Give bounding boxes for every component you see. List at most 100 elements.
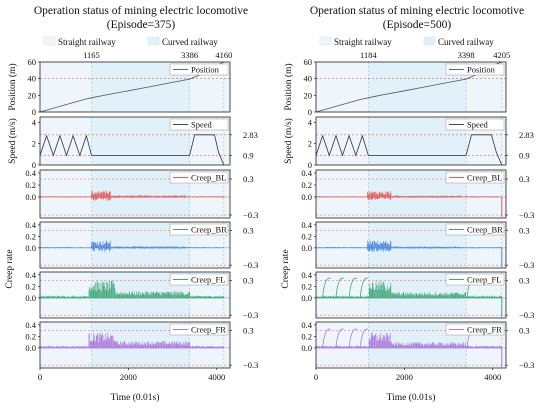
chart-1: Operation status of mining electric loco… bbox=[281, 5, 534, 403]
y-tick-label: 0.0 bbox=[301, 192, 312, 202]
creep-axis-label: Creep rate bbox=[5, 249, 15, 288]
x-tick-label: 4000 bbox=[208, 372, 225, 382]
series-speed bbox=[315, 134, 503, 166]
panel-position: 0 20 40 60 Position Position (m) bbox=[7, 57, 231, 117]
legend-box bbox=[169, 63, 229, 76]
series-creep_FL bbox=[315, 277, 506, 317]
y-tick-label: 0.0 bbox=[301, 343, 312, 353]
panel-frame bbox=[315, 321, 507, 369]
y-tick-label: 0.0 bbox=[25, 243, 36, 253]
y-tick-label: 0 bbox=[308, 160, 312, 170]
right-tick-label: 0.3 bbox=[519, 276, 530, 286]
creep-arc bbox=[359, 328, 369, 348]
y-tick-label: 60 bbox=[304, 57, 313, 67]
y-axis-label: Speed (m/s) bbox=[283, 118, 294, 164]
panel-creep_BR: 0.40.2 0.0 0.3 −0.3 Creep_BR bbox=[25, 220, 258, 270]
y-tick-label: 0.2 bbox=[25, 281, 36, 291]
y-axis-label: Position (m) bbox=[7, 63, 18, 110]
panel-creep_FL: 0.40.2 0.0 0.3 −0.3 Creep_FL bbox=[301, 270, 534, 320]
series-creep_BR bbox=[39, 240, 230, 252]
y-tick-label: 40 bbox=[28, 74, 37, 84]
right-tick-label: 0.3 bbox=[519, 326, 530, 336]
right-tick-label: 0.3 bbox=[519, 226, 530, 236]
panel-legend: Creep_BR bbox=[445, 223, 505, 236]
y-tick-label: 0.4 bbox=[25, 270, 36, 280]
panel-legend: Speed bbox=[445, 118, 505, 131]
y-tick-label: 0.4 bbox=[301, 168, 312, 178]
legend-box bbox=[169, 223, 229, 236]
panel-frame bbox=[315, 61, 507, 113]
right-tick-label: 0.3 bbox=[519, 174, 530, 184]
panel-creep_FL: 0.40.2 0.0 0.3 −0.3 Creep_FL bbox=[25, 270, 258, 320]
legend-straight: Straight railway bbox=[58, 37, 116, 47]
legend-label: Creep_BR bbox=[191, 225, 227, 235]
top-marker-label: 3386 bbox=[181, 50, 198, 60]
panel-creep_BL: 0.4 0.2 0.0 0.3 −0.3 Creep_BL bbox=[25, 168, 258, 220]
panel-speed: 0 2 4 2.83 0.9 Speed Speed (m/s) bbox=[283, 116, 534, 170]
y-tick-label: 0.0 bbox=[25, 343, 36, 353]
y-tick-label: 0.4 bbox=[25, 320, 36, 330]
legend-label: Creep_FL bbox=[467, 275, 501, 285]
panel-legend: Speed bbox=[169, 118, 229, 131]
panel-legend: Creep_FL bbox=[445, 273, 505, 286]
panel-position: 0 20 40 60 Position Position (m) bbox=[283, 57, 507, 117]
top-marker-label: 3398 bbox=[458, 50, 475, 60]
panel-frame bbox=[39, 169, 231, 219]
y-tick-label: 4 bbox=[308, 117, 313, 127]
y-axis-label: Position (m) bbox=[283, 63, 294, 110]
y-tick-label: 0.4 bbox=[301, 270, 312, 280]
y-tick-label: 0.4 bbox=[301, 220, 312, 230]
legend-box bbox=[169, 171, 229, 184]
y-tick-label: 0.0 bbox=[301, 293, 312, 303]
x-tick-label: 0 bbox=[38, 372, 42, 382]
creep-arc bbox=[335, 328, 344, 348]
panel-legend: Creep_BR bbox=[169, 223, 229, 236]
y-tick-label: 0.2 bbox=[301, 231, 312, 241]
right-tick-label: −0.3 bbox=[519, 310, 534, 320]
creep-axis-label: Creep rate bbox=[281, 249, 291, 288]
chart-0: Operation status of mining electric loco… bbox=[5, 5, 258, 403]
panel-speed: 0 2 4 2.83 0.9 Speed Speed (m/s) bbox=[7, 116, 258, 170]
chart-title: Operation status of mining electric loco… bbox=[310, 5, 524, 17]
legend-swatch-curved bbox=[423, 36, 436, 46]
right-tick-label: −0.3 bbox=[243, 260, 258, 270]
legend-curved: Curved railway bbox=[438, 37, 494, 47]
right-tick-label: −0.3 bbox=[243, 310, 258, 320]
y-tick-label: 0.2 bbox=[301, 281, 312, 291]
creep-arc bbox=[348, 277, 358, 298]
y-tick-label: 0 bbox=[32, 160, 36, 170]
panel-frame bbox=[39, 271, 231, 319]
legend-label: Speed bbox=[191, 120, 213, 130]
y-axis-label: Speed (m/s) bbox=[7, 118, 18, 164]
y-tick-label: 2 bbox=[32, 139, 36, 149]
right-tick-label: −0.3 bbox=[243, 360, 258, 370]
legend-box bbox=[169, 273, 229, 286]
panel-creep_FR: 0.40.2 0.0 0.3 −0.3 Creep_FR 0 2000 4000 bbox=[25, 320, 258, 382]
legend-label: Position bbox=[191, 65, 220, 75]
y-tick-label: 0.2 bbox=[301, 180, 312, 190]
right-tick-label: 0.9 bbox=[243, 150, 254, 160]
x-tick-label: 0 bbox=[314, 372, 318, 382]
legend-swatch-straight bbox=[319, 36, 332, 46]
legend-box bbox=[445, 171, 505, 184]
creep-arc bbox=[322, 328, 331, 348]
legend-box bbox=[445, 273, 505, 286]
x-tick-label: 4000 bbox=[484, 372, 501, 382]
y-tick-label: 4 bbox=[32, 117, 37, 127]
right-tick-label: 0.3 bbox=[243, 174, 254, 184]
y-tick-label: 20 bbox=[304, 90, 313, 100]
creep-arc bbox=[359, 277, 369, 298]
panel-frame bbox=[39, 221, 231, 269]
top-marker-label: 4160 bbox=[215, 50, 232, 60]
panel-frame bbox=[39, 61, 231, 113]
legend-box bbox=[445, 118, 505, 131]
series-speed bbox=[39, 134, 225, 166]
series-creep_FR bbox=[315, 328, 506, 367]
x-tick-label: 2000 bbox=[120, 372, 137, 382]
creep-arc bbox=[322, 277, 331, 298]
legend-box bbox=[169, 118, 229, 131]
legend-label: Position bbox=[467, 65, 496, 75]
panel-legend: Position bbox=[169, 63, 229, 76]
chart-subtitle: (Episode=500) bbox=[383, 19, 452, 31]
